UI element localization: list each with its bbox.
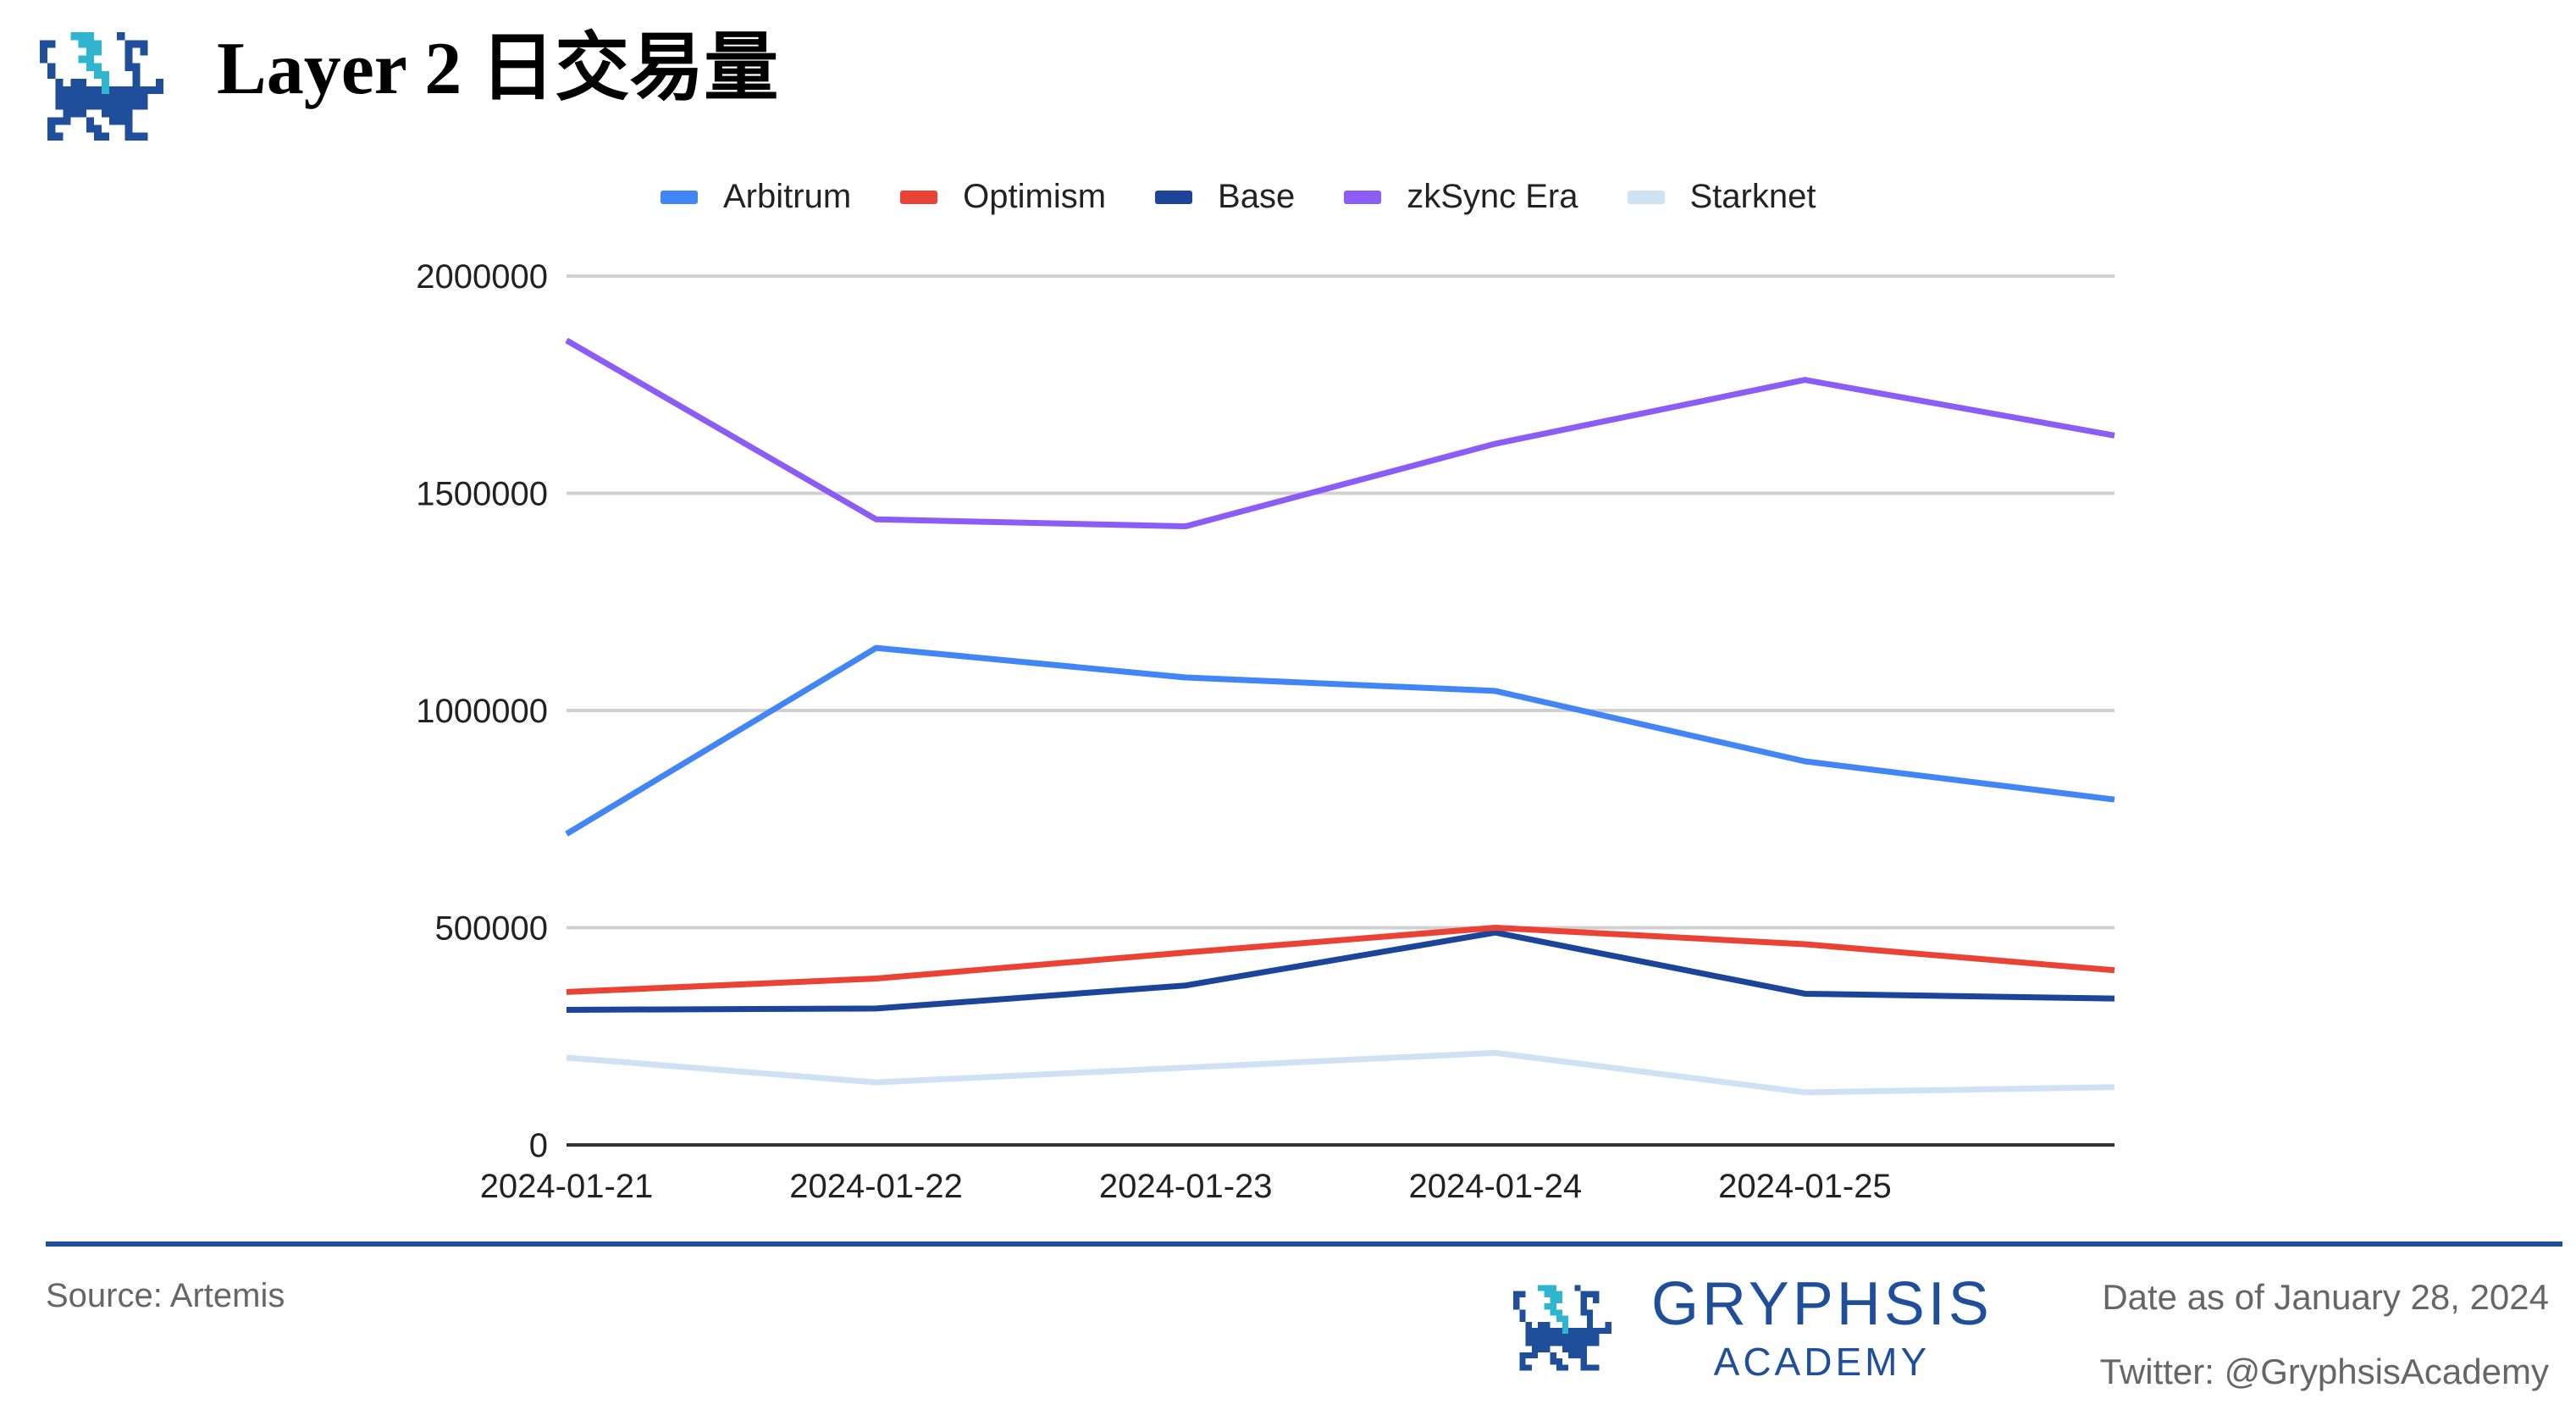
- legend-label: Base: [1218, 178, 1296, 215]
- legend-item-zksync-era[interactable]: zkSync Era: [1344, 178, 1578, 216]
- legend-swatch-icon: [1155, 190, 1193, 204]
- series-line-starknet[interactable]: [566, 1049, 2115, 1096]
- legend-item-starknet[interactable]: Starknet: [1627, 178, 1816, 216]
- legend-swatch-icon: [1627, 190, 1665, 204]
- series-line-optimism[interactable]: [566, 925, 2115, 995]
- x-axis-tick-labels: 2024-01-21 2024-01-22 2024-01-23 2024-01-24…: [480, 1168, 1892, 1205]
- legend-swatch-icon: [900, 190, 938, 204]
- gryphon-pixel-logo-icon: [1513, 1285, 1611, 1371]
- series-line-arbitrum[interactable]: [565, 644, 2115, 837]
- series-line-zksync-era[interactable]: [565, 337, 2115, 529]
- x-tick-label: 2024-01-21: [480, 1168, 654, 1205]
- page-title: Layer 2 日交易量: [217, 28, 779, 110]
- legend-label: Arbitrum: [723, 178, 852, 215]
- legend-swatch-icon: [661, 190, 698, 204]
- legend-label: zkSync Era: [1407, 178, 1578, 215]
- brand-name: GRYPHSIS: [1651, 1270, 1993, 1338]
- legend-label: Optimism: [963, 178, 1107, 215]
- series-line-base[interactable]: [566, 929, 2115, 1013]
- legend-swatch-icon: [1344, 190, 1382, 204]
- y-tick-label: 1500000: [416, 476, 548, 513]
- date-as-of: Date as of January 28, 2024: [2102, 1277, 2549, 1317]
- twitter-handle: Twitter: @GryphsisAcademy: [2099, 1352, 2549, 1391]
- y-tick-label: 2000000: [416, 258, 548, 296]
- x-tick-label: 2024-01-25: [1718, 1168, 1892, 1205]
- x-tick-label: 2024-01-22: [789, 1168, 963, 1205]
- legend-item-base[interactable]: Base: [1155, 178, 1295, 216]
- brand-logo: GRYPHSIS ACADEMY: [1507, 1270, 1993, 1385]
- legend-item-optimism[interactable]: Optimism: [900, 178, 1106, 216]
- brand-wordmark: GRYPHSIS ACADEMY: [1651, 1270, 1993, 1385]
- x-tick-label: 2024-01-24: [1408, 1168, 1582, 1205]
- chart-gridlines: [567, 274, 2114, 1147]
- y-axis-tick-labels: 0 500000 1000000 1500000 2000000: [416, 258, 548, 1164]
- chart-legend: Arbitrum Optimism Base zkSync Era Starkn…: [661, 178, 1865, 216]
- legend-label: Starknet: [1689, 178, 1816, 215]
- brand-subtitle: ACADEMY: [1713, 1340, 1931, 1384]
- chart-series-lines: [565, 337, 2115, 1096]
- y-tick-label: 1000000: [416, 693, 548, 730]
- source-note: Source: Artemis: [46, 1277, 285, 1314]
- footer-divider: [46, 1241, 2562, 1247]
- y-tick-label: 0: [529, 1127, 548, 1164]
- gryphon-pixel-logo-icon: [40, 32, 163, 141]
- x-tick-label: 2024-01-23: [1099, 1168, 1273, 1205]
- legend-item-arbitrum[interactable]: Arbitrum: [661, 178, 851, 216]
- y-tick-label: 500000: [435, 910, 548, 948]
